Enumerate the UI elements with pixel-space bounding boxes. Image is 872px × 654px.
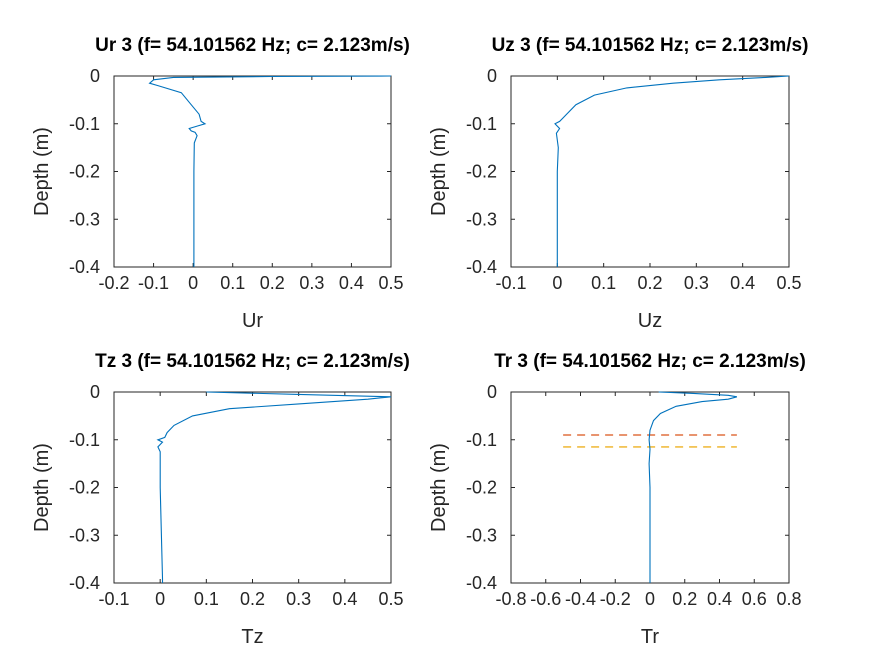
x-tick-label: 0.3: [286, 589, 311, 609]
y-axis-label: Depth (m): [428, 443, 450, 532]
y-axis-label: Depth (m): [428, 127, 450, 216]
y-tick-label: -0.4: [69, 257, 100, 277]
plot-area-1: [113, 75, 392, 268]
y-tick-label: -0.4: [69, 573, 100, 593]
y-tick-label: -0.2: [466, 162, 497, 182]
y-tick-label: -0.3: [466, 209, 497, 229]
y-tick-label: 0: [90, 382, 100, 402]
x-tick-label: -0.1: [98, 589, 129, 609]
x-tick-label: 0.5: [378, 589, 403, 609]
chart-title: Ur 3 (f= 54.101562 Hz; c= 2.123m/s): [95, 35, 410, 56]
x-axis-label: Uz: [638, 310, 662, 332]
x-tick-label: 0.1: [194, 589, 219, 609]
x-tick-label: 0: [155, 589, 165, 609]
y-tick-label: -0.1: [466, 430, 497, 450]
x-tick-label: 0.5: [378, 273, 403, 293]
chart-title: Tz 3 (f= 54.101562 Hz; c= 2.123m/s): [95, 351, 410, 372]
y-tick-label: -0.3: [69, 209, 100, 229]
x-axis-label: Ur: [242, 310, 263, 332]
x-tick-label: -0.8: [495, 589, 526, 609]
x-tick-label: 0.8: [776, 589, 801, 609]
y-tick-label: -0.3: [69, 525, 100, 545]
x-tick-label: -0.2: [98, 273, 129, 293]
x-tick-label: 0.3: [684, 273, 709, 293]
y-tick-label: 0: [487, 66, 497, 86]
x-tick-label: 0.1: [591, 273, 616, 293]
x-tick-label: 0: [552, 273, 562, 293]
x-tick-label: 0: [188, 273, 198, 293]
x-tick-label: 0.1: [220, 273, 245, 293]
series-line-3: [156, 391, 392, 583]
plot-area-2: [510, 75, 790, 268]
x-tick-label: 0.3: [299, 273, 324, 293]
x-tick-label: 0: [645, 589, 655, 609]
y-tick-label: -0.2: [69, 162, 100, 182]
x-axis-label: Tz: [241, 626, 263, 648]
x-tick-label: 0.4: [707, 589, 732, 609]
series-line-2: [554, 75, 790, 267]
chart-title: Tr 3 (f= 54.101562 Hz; c= 2.123m/s): [494, 351, 806, 372]
x-tick-label: -0.2: [600, 589, 631, 609]
x-tick-label: 0.2: [637, 273, 662, 293]
y-tick-label: -0.1: [69, 114, 100, 134]
x-tick-label: 0.2: [672, 589, 697, 609]
chart-title: Uz 3 (f= 54.101562 Hz; c= 2.123m/s): [492, 35, 809, 56]
x-tick-label: -0.1: [138, 273, 169, 293]
series-line-4: [648, 391, 738, 583]
y-tick-label: -0.3: [466, 525, 497, 545]
y-tick-label: -0.2: [466, 478, 497, 498]
plot-area-3: [113, 391, 392, 584]
x-tick-label: -0.6: [530, 589, 561, 609]
y-axis-label: Depth (m): [31, 443, 53, 532]
y-tick-label: 0: [90, 66, 100, 86]
x-tick-label: 0.4: [730, 273, 755, 293]
y-axis-label: Depth (m): [31, 127, 53, 216]
y-tick-label: -0.2: [69, 478, 100, 498]
x-tick-label: -0.1: [495, 273, 526, 293]
x-tick-label: 0.2: [260, 273, 285, 293]
y-tick-label: -0.4: [466, 573, 497, 593]
x-tick-label: -0.4: [565, 589, 596, 609]
y-tick-label: 0: [487, 382, 497, 402]
y-tick-label: -0.4: [466, 257, 497, 277]
y-tick-label: -0.1: [69, 430, 100, 450]
series-line-1: [148, 75, 392, 267]
x-tick-label: 0.5: [776, 273, 801, 293]
x-tick-label: 0.4: [332, 589, 357, 609]
x-tick-label: 0.6: [742, 589, 767, 609]
x-tick-label: 0.4: [339, 273, 364, 293]
x-axis-label: Tr: [641, 626, 659, 648]
x-tick-label: 0.2: [240, 589, 265, 609]
y-tick-label: -0.1: [466, 114, 497, 134]
